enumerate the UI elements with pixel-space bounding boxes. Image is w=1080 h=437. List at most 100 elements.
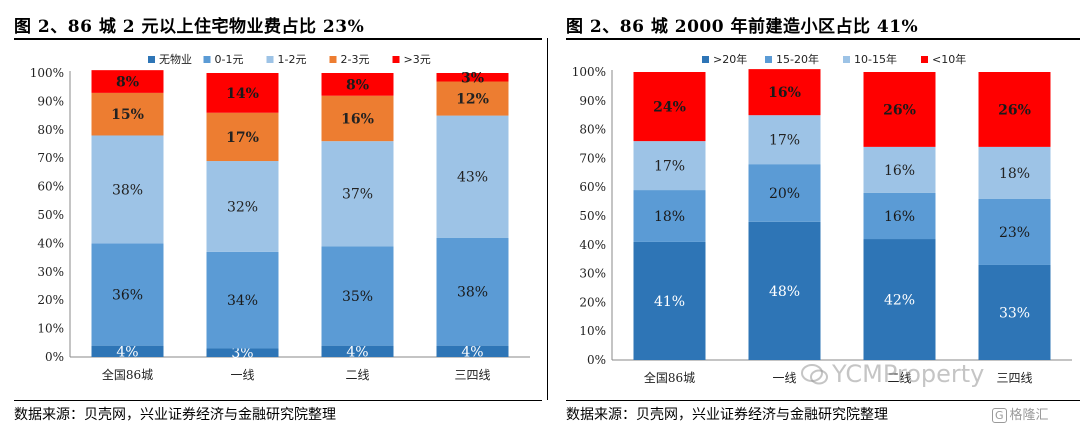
wechat-icon: [801, 364, 828, 385]
chart-title: 图 2、86 城 2 元以上住宅物业费占比 23%: [14, 17, 365, 37]
data-label: 3%: [231, 346, 253, 362]
bar-segment: [91, 345, 164, 357]
legend-label: 2-3元: [341, 53, 370, 66]
site-logo: G 格隆汇: [992, 404, 1049, 423]
bar-segment: [978, 146, 1051, 199]
y-tick-label: 20%: [579, 295, 606, 309]
y-tick-label: 40%: [37, 236, 64, 250]
y-tick-label: 10%: [37, 322, 64, 336]
bar-stack: 4% 38% 43% 12% 3%: [436, 70, 509, 360]
bar-stack: 42% 16% 16% 26%: [863, 72, 936, 360]
data-label: 38%: [457, 285, 488, 301]
legend-item: >20年: [702, 52, 747, 66]
data-label: 24%: [653, 100, 686, 116]
x-tick-label: 全国86城: [644, 370, 695, 385]
data-label: 34%: [227, 293, 258, 309]
x-tick-label: 二线: [887, 371, 911, 385]
y-tick-label: 80%: [37, 123, 64, 137]
bar-segment: [748, 221, 821, 360]
legend-swatch: [843, 56, 850, 63]
bar-segment: [206, 161, 279, 252]
title-rule: [14, 38, 542, 40]
y-tick-label: 40%: [579, 238, 606, 252]
data-label: 8%: [116, 75, 139, 91]
watermark-text: YCMProperty: [832, 360, 985, 388]
data-label: 18%: [999, 166, 1030, 182]
y-tick-label: 70%: [579, 151, 606, 165]
legend-swatch: [329, 56, 337, 63]
x-tick-label: 三四线: [996, 371, 1032, 385]
data-label: 26%: [998, 102, 1031, 118]
bar-segment: [978, 72, 1051, 147]
bar-segment: [436, 237, 509, 346]
bar-segment: [633, 241, 706, 360]
x-tick-label: 一线: [230, 368, 254, 382]
bar-segment: [206, 251, 279, 349]
legend-item: >3元: [392, 53, 431, 66]
data-label: 35%: [342, 289, 373, 305]
bar-segment: [321, 345, 394, 357]
bar-segment: [633, 141, 706, 191]
legend-swatch: [266, 56, 274, 63]
data-label: 20%: [769, 186, 800, 202]
data-label: 48%: [769, 284, 800, 300]
y-tick-label: 50%: [37, 208, 64, 222]
bar-segment: [91, 243, 164, 346]
bar-segment: [91, 135, 164, 244]
data-label: 16%: [341, 111, 374, 127]
bar-segment: [321, 73, 394, 96]
y-tick-label: 30%: [37, 265, 64, 279]
legend-swatch: [702, 56, 709, 63]
data-label: 23%: [999, 225, 1030, 241]
source-rule: [14, 400, 542, 401]
legend-item: 无物业: [148, 52, 192, 66]
bar-segment: [748, 164, 821, 222]
bar-segment: [321, 141, 394, 247]
data-label: 4%: [461, 344, 483, 360]
data-label: 16%: [884, 163, 915, 179]
bar-segment: [978, 264, 1051, 360]
panel-divider: [547, 38, 548, 400]
legend-swatch: [921, 56, 928, 63]
legend-label: >3元: [404, 53, 431, 66]
bar-segment: [863, 192, 936, 240]
data-label: 3%: [461, 70, 484, 86]
logo-g-icon: G: [992, 408, 1007, 423]
data-label: 37%: [342, 187, 373, 203]
y-tick-label: 0%: [587, 353, 606, 367]
bar-segment: [436, 81, 509, 116]
data-label: 32%: [227, 199, 258, 215]
y-tick-label: 100%: [572, 65, 606, 79]
legend-label: 无物业: [159, 52, 192, 66]
legend-label: <10年: [932, 52, 966, 66]
data-label: 17%: [654, 159, 685, 175]
bar-stack: 48% 20% 17% 16%: [748, 69, 821, 360]
chart-title: 图 2、86 城 2000 年前建造小区占比 41%: [566, 17, 919, 37]
legend-item: 1-2元: [266, 53, 306, 66]
data-label: 4%: [116, 344, 138, 360]
legend-item: 0-1元: [203, 53, 243, 66]
x-tick-label: 一线: [772, 371, 796, 385]
legend-swatch: [148, 56, 155, 63]
bar-segment: [91, 92, 164, 136]
data-label: 12%: [456, 92, 489, 108]
bar-segment: [863, 239, 936, 360]
bar-segment: [436, 115, 509, 238]
y-tick-label: 100%: [30, 66, 64, 80]
y-tick-label: 80%: [579, 123, 606, 137]
data-label: 41%: [654, 294, 685, 310]
data-label: 16%: [884, 209, 915, 225]
bar-segment: [436, 345, 509, 357]
y-tick-label: 70%: [37, 151, 64, 165]
y-tick-label: 60%: [579, 180, 606, 194]
legend-item: 15-20年: [765, 52, 819, 66]
title-rule: [566, 38, 1080, 40]
logo-text: 格隆汇: [1009, 408, 1049, 423]
data-source: 数据来源：贝壳网，兴业证券经济与金融研究院整理: [14, 407, 336, 423]
bar-stack: 4% 36% 38% 15% 8%: [91, 70, 164, 360]
data-label: 4%: [346, 344, 368, 360]
y-tick-label: 0%: [45, 350, 64, 364]
bar-stack: 3% 34% 32% 17% 14%: [206, 73, 279, 362]
legend-swatch: [765, 56, 772, 63]
bar-segment: [748, 115, 821, 165]
